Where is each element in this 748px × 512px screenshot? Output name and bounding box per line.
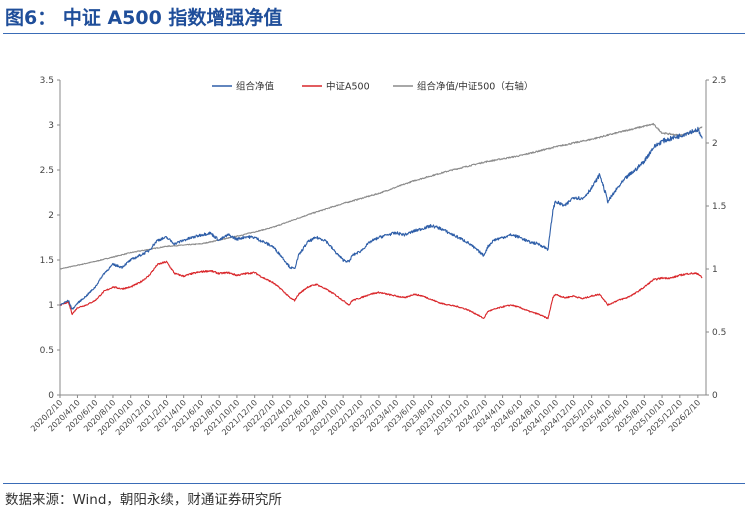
csi-a500-line (59, 260, 703, 320)
right-axis-ticks: 0 0.5 1 1.5 2 2.5 (706, 76, 726, 401)
left-tick-label: 0.5 (40, 346, 54, 356)
legend-ratio-label: 组合净值/中证500（右轴） (417, 81, 533, 93)
left-tick-label: 1 (48, 301, 54, 311)
x-axis-ticks: 2020/2/102020/4/102020/6/102020/8/102020… (29, 395, 702, 437)
chart-axes (59, 80, 707, 396)
chart-legend: 组合净值 中证A500 组合净值/中证500（右轴） (212, 81, 533, 93)
right-tick-label: 2.5 (712, 76, 726, 86)
series-lines (59, 122, 703, 320)
left-tick-label: 3 (48, 121, 54, 131)
left-tick-label: 1.5 (40, 256, 54, 266)
right-tick-label: 1.5 (712, 202, 726, 212)
left-tick-label: 2 (48, 211, 54, 221)
source-note: 数据来源：Wind，朝阳永续，财通证券研究所 (5, 492, 282, 508)
right-tick-label: 1 (712, 265, 718, 275)
footer-divider (3, 483, 745, 484)
left-tick-label: 0 (48, 391, 54, 401)
ratio-line (59, 122, 703, 270)
left-tick-label: 3.5 (40, 76, 54, 86)
right-tick-label: 0.5 (712, 328, 726, 338)
right-tick-label: 2 (712, 139, 718, 149)
legend-csi-a500-label: 中证A500 (326, 81, 370, 93)
right-tick-label: 0 (712, 391, 718, 401)
portfolio-nav-line (59, 126, 703, 310)
figure-title: 图6： 中证 A500 指数增强净值 (5, 7, 283, 29)
title-divider (3, 33, 745, 34)
left-tick-label: 2.5 (40, 166, 54, 176)
legend-portfolio-label: 组合净值 (236, 81, 275, 93)
chart: 0 0.5 1 1.5 2 2.5 3 3.5 0 0.5 1 1.5 2 2.5 2020/2/102… (29, 76, 726, 437)
left-axis-ticks: 0 0.5 1 1.5 2 2.5 3 3.5 (40, 76, 60, 401)
